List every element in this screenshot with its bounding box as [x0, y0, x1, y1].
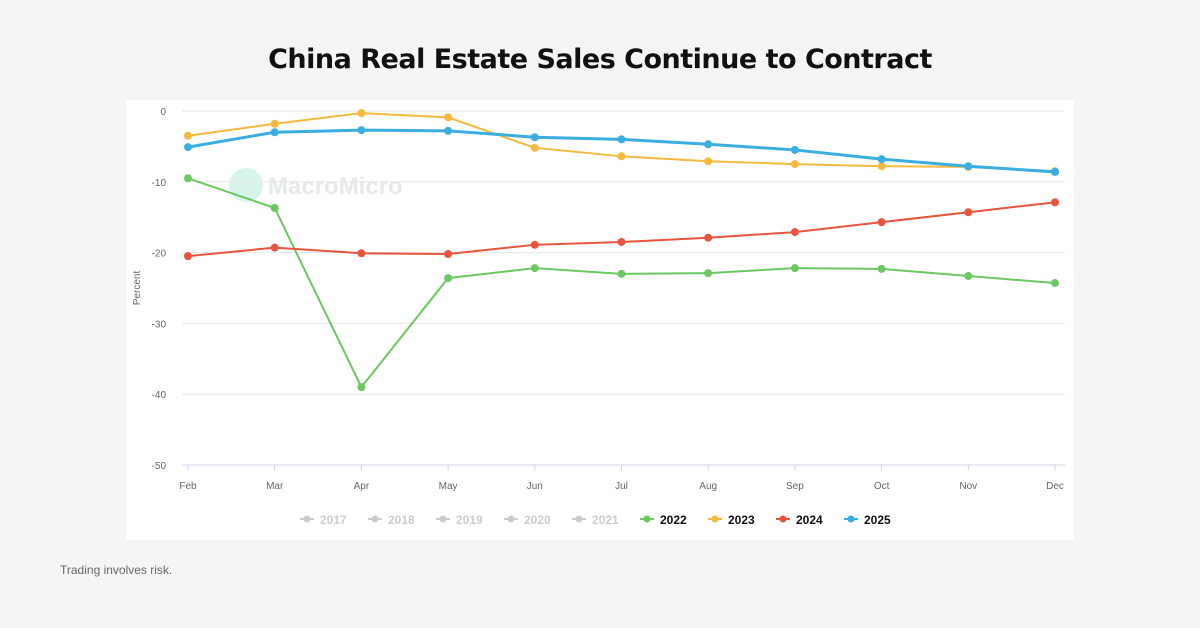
y-tick-label: -40	[152, 390, 167, 401]
x-tick-label: Mar	[266, 481, 284, 492]
data-point-2025[interactable]	[877, 155, 886, 164]
series-line-2024	[187, 201, 1056, 258]
risk-disclaimer: Trading involves risk.	[60, 563, 173, 577]
data-point-2024[interactable]	[790, 228, 799, 237]
data-point-2025[interactable]	[530, 133, 539, 142]
legend-item-2020[interactable]: 2020	[504, 513, 551, 527]
data-point-2025[interactable]	[617, 135, 626, 144]
y-axis-label: Percent	[132, 271, 143, 306]
data-point-2023[interactable]	[184, 131, 192, 140]
data-point-2022[interactable]	[877, 264, 886, 273]
legend-item-2019[interactable]: 2019	[436, 513, 483, 527]
y-tick-label: -30	[152, 319, 167, 330]
data-point-2023[interactable]	[790, 160, 799, 169]
data-point-2025[interactable]	[270, 128, 279, 137]
series-line-2022	[187, 177, 1056, 389]
data-point-2022[interactable]	[530, 264, 539, 273]
svg-text:2019: 2019	[456, 513, 483, 527]
page-title: China Real Estate Sales Continue to Cont…	[268, 44, 932, 75]
data-point-2022[interactable]	[184, 174, 192, 183]
series-2025	[184, 126, 1059, 176]
data-point-2025[interactable]	[704, 140, 713, 149]
x-tick-label: Jul	[615, 481, 628, 492]
watermark-text: MacroMicro	[268, 173, 403, 200]
x-tick-label: Feb	[179, 481, 197, 492]
data-point-2024[interactable]	[1051, 198, 1059, 207]
x-tick-label: Jun	[527, 481, 543, 492]
data-point-2025[interactable]	[184, 143, 192, 152]
svg-text:2017: 2017	[320, 513, 347, 527]
line-chart: MacroMicro 0 -10 -20 -30 -40 -50 Percent Feb Mar A…	[132, 107, 1065, 527]
data-point-2024[interactable]	[964, 208, 973, 217]
data-point-2024[interactable]	[270, 243, 279, 252]
data-point-2023[interactable]	[877, 162, 886, 171]
legend-item-2018[interactable]: 2018	[368, 513, 415, 527]
data-point-2025[interactable]	[790, 145, 799, 154]
data-point-2022[interactable]	[444, 274, 453, 283]
data-point-2024[interactable]	[877, 218, 886, 227]
data-point-2023[interactable]	[530, 143, 539, 152]
series-2022	[184, 174, 1059, 392]
data-point-2025[interactable]	[1051, 167, 1059, 176]
data-point-2024[interactable]	[444, 250, 453, 259]
data-point-2025[interactable]	[357, 126, 366, 135]
svg-text:2021: 2021	[592, 513, 619, 527]
data-point-2022[interactable]	[964, 271, 973, 280]
legend-item-2025[interactable]: 2025	[844, 513, 891, 527]
data-point-2025[interactable]	[444, 126, 453, 135]
data-point-2024[interactable]	[704, 233, 713, 242]
legend-item-2022[interactable]: 2022	[640, 513, 687, 527]
x-tick-label: Nov	[959, 481, 977, 492]
svg-text:2020: 2020	[524, 513, 551, 527]
data-point-2022[interactable]	[617, 269, 626, 278]
data-point-2025[interactable]	[964, 162, 973, 171]
data-point-2022[interactable]	[270, 203, 279, 212]
svg-text:2022: 2022	[660, 513, 687, 527]
y-tick-label: -10	[152, 178, 167, 189]
x-tick-label: Apr	[354, 481, 370, 492]
data-point-2023[interactable]	[444, 113, 453, 122]
series-2024	[184, 198, 1059, 261]
data-point-2022[interactable]	[790, 264, 799, 273]
data-point-2022[interactable]	[357, 383, 366, 392]
x-tick-label: Oct	[874, 481, 890, 492]
svg-text:2023: 2023	[728, 513, 755, 527]
data-point-2023[interactable]	[357, 109, 366, 118]
data-point-2023[interactable]	[704, 157, 713, 166]
legend-item-2021[interactable]: 2021	[572, 513, 619, 527]
svg-text:2025: 2025	[864, 513, 891, 527]
legend-item-2023[interactable]: 2023	[708, 513, 755, 527]
y-tick-label: 0	[160, 107, 166, 118]
watermark-logo: MacroMicro	[229, 168, 403, 202]
data-point-2023[interactable]	[617, 152, 626, 161]
data-point-2024[interactable]	[357, 249, 366, 258]
legend-item-2017[interactable]: 2017	[300, 513, 347, 527]
data-point-2024[interactable]	[617, 237, 626, 246]
data-point-2023[interactable]	[270, 119, 279, 128]
data-point-2022[interactable]	[704, 269, 713, 278]
data-point-2024[interactable]	[530, 240, 539, 249]
data-point-2024[interactable]	[184, 252, 192, 261]
y-tick-label: -20	[152, 249, 167, 260]
svg-text:2018: 2018	[388, 513, 415, 527]
legend-item-2024[interactable]: 2024	[776, 513, 823, 527]
y-tick-label: -50	[152, 461, 167, 472]
x-tick-label: Sep	[786, 481, 804, 492]
svg-text:2024: 2024	[796, 513, 823, 527]
series-2023	[184, 109, 1059, 176]
x-tick-label: Aug	[699, 481, 717, 492]
x-tick-label: May	[439, 481, 458, 492]
data-point-2022[interactable]	[1051, 279, 1059, 288]
x-tick-label: Dec	[1046, 481, 1064, 492]
chart-panel: MacroMicro 0 -10 -20 -30 -40 -50 Percent Feb Mar A…	[126, 100, 1074, 540]
